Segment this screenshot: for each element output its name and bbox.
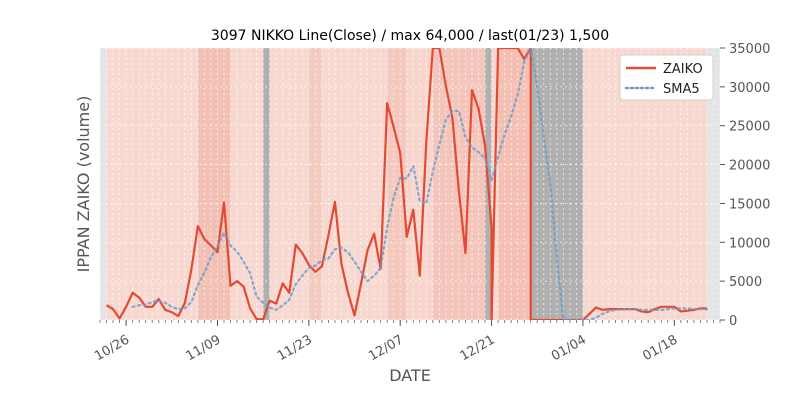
x-tick-label: 12/07: [366, 332, 406, 364]
x-tick-label: 11/09: [184, 332, 224, 364]
chart-title: 3097 NIKKO Line(Close) / max 64,000 / la…: [211, 28, 609, 44]
background-band: [498, 48, 531, 320]
series-line-zaiko: [105, 48, 707, 320]
series-layer: [105, 48, 709, 320]
y-tick-label: 10000: [729, 236, 770, 251]
legend: ZAIKO SMA5: [619, 54, 714, 101]
x-tick-label: 01/04: [549, 332, 589, 364]
y-tick-label: 30000: [729, 81, 770, 96]
legend-label-zaiko: ZAIKO: [663, 62, 703, 77]
axes: [99, 47, 725, 326]
series-line-sma5: [131, 48, 709, 320]
y-tick-label: 0: [729, 314, 737, 329]
background-band: [100, 48, 107, 320]
x-tick-label: 01/18: [640, 332, 680, 364]
y-tick-label: 5000: [729, 275, 762, 290]
x-tick-label: 10/26: [92, 332, 132, 364]
y-tick-label: 15000: [729, 197, 770, 212]
x-axis-label: DATE: [389, 366, 431, 385]
x-tick-labels: 10/26 11/09 11/23 12/07 12/21 01/04 01/18: [92, 332, 680, 364]
x-tick-label: 12/21: [458, 332, 498, 364]
y-tick-label: 20000: [729, 159, 770, 174]
y-axis-label: IPPAN ZAIKO (volume): [74, 96, 93, 273]
background-band: [387, 48, 407, 320]
background-band: [263, 48, 270, 320]
background-band: [230, 48, 264, 320]
y-tick-label: 35000: [729, 42, 770, 57]
background-band: [197, 48, 231, 320]
x-tick-label: 11/23: [275, 332, 315, 364]
legend-label-sma5: SMA5: [663, 82, 700, 97]
y-tick-labels: 0 5000 10000 15000 20000 25000 30000 35000: [729, 42, 770, 329]
y-tick-label: 25000: [729, 120, 770, 135]
